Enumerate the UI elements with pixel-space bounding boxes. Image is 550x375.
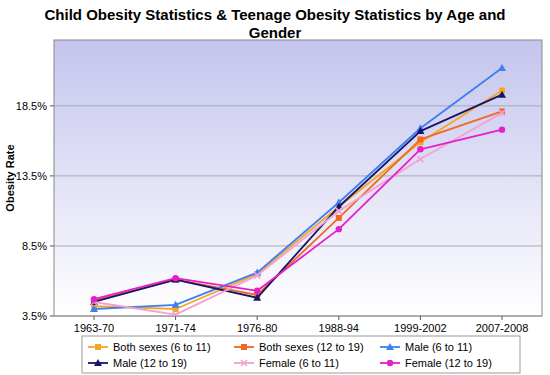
x-tick-label: 1971-74 — [155, 322, 195, 334]
grid-line — [54, 245, 542, 246]
point — [417, 156, 423, 162]
y-tick-label: 8.5% — [22, 240, 47, 252]
legend-label: Female (6 to 11) — [259, 357, 339, 369]
point — [417, 136, 423, 142]
series-line — [94, 111, 502, 300]
series-line — [94, 68, 502, 309]
x-tick — [420, 316, 421, 320]
y-tick-label: 13.5% — [16, 170, 47, 182]
x-tick — [257, 316, 258, 320]
series-group — [90, 64, 506, 316]
tick — [50, 175, 54, 176]
x-tick-label: 1963-70 — [74, 322, 114, 334]
point — [90, 305, 98, 312]
x-tick-label: 1988-94 — [319, 322, 359, 334]
x-tick — [94, 316, 95, 320]
tick — [50, 316, 54, 317]
legend-marker — [95, 344, 101, 350]
y-tick-label: 3.5% — [22, 310, 47, 322]
legend-marker — [386, 343, 394, 350]
point — [172, 276, 180, 283]
series-line — [94, 95, 502, 302]
x-tick-label: 1999-2002 — [394, 322, 447, 334]
plot-frame — [54, 40, 542, 316]
point — [254, 272, 260, 278]
legend-marker — [387, 360, 393, 366]
legend-label: Both sexes (6 to 11) — [113, 341, 211, 353]
chart: Child Obesity Statistics & Teenage Obesi… — [0, 0, 550, 375]
x-tick-label: 1976-80 — [237, 322, 277, 334]
point — [172, 275, 178, 281]
point — [254, 288, 260, 294]
y-tick-label: 18.5% — [16, 100, 47, 112]
tick — [50, 245, 54, 246]
legend-label: Male (6 to 11) — [405, 341, 472, 353]
point — [253, 294, 261, 301]
legend — [82, 336, 520, 373]
grid-line — [54, 175, 542, 176]
point — [336, 215, 342, 221]
legend-label: Female (12 to 19) — [405, 357, 492, 369]
y-axis-label: Obesity Rate — [4, 144, 16, 211]
x-tick — [502, 316, 503, 320]
point — [173, 312, 179, 316]
title: Child Obesity Statistics & Teenage Obesi… — [45, 6, 506, 41]
x-tick — [175, 316, 176, 320]
grid-line — [54, 105, 542, 106]
point — [498, 91, 506, 98]
tick — [50, 105, 54, 106]
point — [91, 296, 97, 302]
legend-marker — [241, 360, 247, 366]
point — [499, 110, 505, 116]
legend-label: Both sexes (12 to 19) — [259, 341, 364, 353]
point — [499, 126, 505, 132]
legend-marker — [94, 359, 102, 366]
x-tick-label: 2007-2008 — [476, 322, 529, 334]
plot-area — [54, 40, 542, 316]
point — [336, 226, 342, 232]
point — [172, 301, 180, 308]
series-line — [94, 113, 502, 315]
point — [498, 64, 506, 71]
series-line — [94, 90, 502, 309]
point — [417, 146, 423, 152]
title-line: Gender — [249, 24, 302, 41]
point — [336, 208, 342, 214]
point — [416, 127, 424, 134]
legend-marker — [241, 344, 247, 350]
series-line — [94, 130, 502, 300]
title-line: Child Obesity Statistics & Teenage Obesi… — [45, 6, 506, 23]
x-tick — [338, 316, 339, 320]
legend-label: Male (12 to 19) — [113, 357, 187, 369]
